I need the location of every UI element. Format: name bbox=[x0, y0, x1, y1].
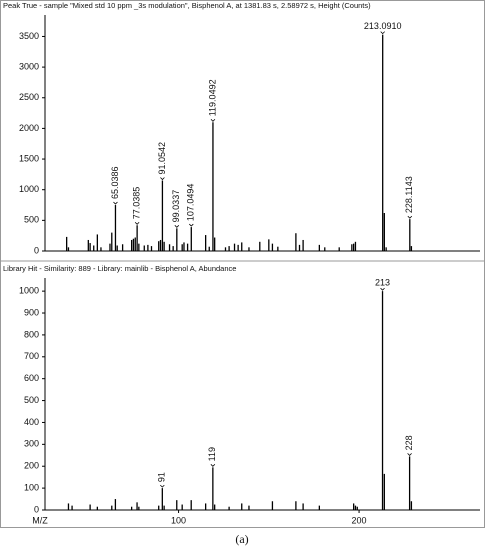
peak-marker bbox=[210, 464, 216, 467]
panel-title: Library Hit - Similarity: 889 - Library:… bbox=[3, 264, 236, 273]
peak-marker bbox=[160, 177, 165, 181]
x-tick-label: 200 bbox=[352, 515, 367, 525]
peak-label: 91 bbox=[157, 472, 167, 482]
peak-label: 228.1143 bbox=[404, 176, 414, 213]
y-tick-label: 1500 bbox=[19, 153, 39, 163]
peak-marker bbox=[380, 287, 385, 291]
y-tick-label: 2500 bbox=[19, 92, 39, 102]
panel-title: Peak True - sample "Mixed std 10 ppm _3s… bbox=[3, 1, 371, 10]
peak-marker bbox=[407, 215, 413, 219]
peak-label: 77.0385 bbox=[131, 187, 141, 220]
y-tick-label: 0 bbox=[34, 245, 39, 255]
y-tick-label: 900 bbox=[24, 307, 39, 317]
y-tick-label: 500 bbox=[24, 215, 39, 225]
y-tick-label: 1000 bbox=[19, 286, 39, 296]
peak-marker bbox=[407, 453, 412, 456]
peak-label: 107.0494 bbox=[186, 184, 196, 222]
x-tick-label: 100 bbox=[171, 515, 186, 525]
y-tick-label: 100 bbox=[24, 482, 39, 492]
peak-marker bbox=[210, 118, 216, 122]
peak-marker bbox=[113, 201, 118, 205]
peak-marker bbox=[134, 221, 140, 225]
peak-label: 119.0492 bbox=[207, 79, 217, 116]
y-tick-label: 3000 bbox=[19, 61, 39, 71]
peak-marker bbox=[174, 225, 180, 228]
y-tick-label: 1000 bbox=[19, 184, 39, 194]
y-tick-label: 500 bbox=[24, 395, 39, 405]
y-tick-label: 700 bbox=[24, 351, 39, 361]
y-tick-label: 400 bbox=[24, 417, 39, 427]
peak-label: 213.0910 bbox=[364, 21, 402, 31]
caption: (a) bbox=[235, 532, 248, 546]
peak-label: 91.0542 bbox=[157, 142, 167, 175]
y-tick-label: 3500 bbox=[19, 31, 39, 41]
y-tick-label: 200 bbox=[24, 461, 39, 471]
peak-marker bbox=[160, 484, 165, 488]
y-tick-label: 2000 bbox=[19, 123, 39, 133]
peak-marker bbox=[380, 31, 385, 35]
peak-label: 119 bbox=[207, 447, 217, 461]
peak-label: 65.0386 bbox=[110, 166, 120, 199]
y-tick-label: 300 bbox=[24, 439, 39, 449]
peak-label: 228 bbox=[404, 435, 414, 450]
peak-marker bbox=[189, 223, 194, 227]
y-tick-label: 600 bbox=[24, 373, 39, 383]
y-tick-label: 0 bbox=[34, 504, 39, 514]
peak-label: 213 bbox=[375, 278, 390, 288]
y-tick-label: 800 bbox=[24, 329, 39, 339]
peak-label: 99.0337 bbox=[171, 190, 181, 223]
x-axis-label: M/Z bbox=[32, 515, 48, 525]
